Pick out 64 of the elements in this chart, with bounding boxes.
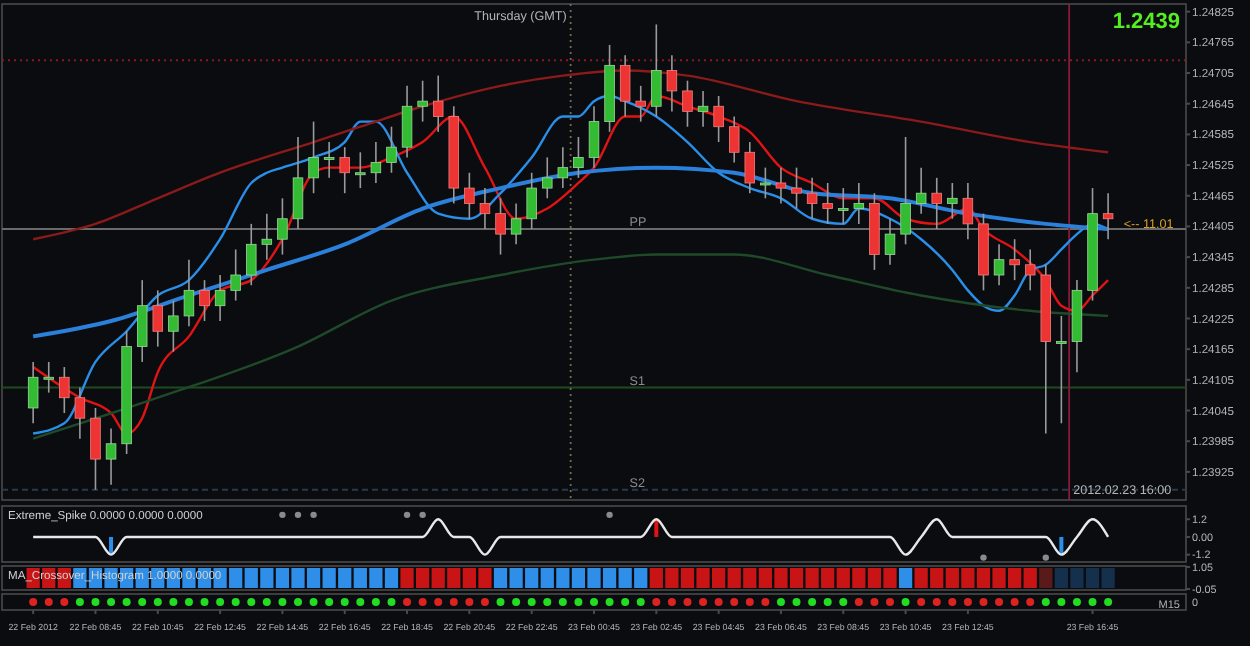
candlestick (401, 85, 413, 159)
candlestick (635, 85, 646, 123)
candlestick (1009, 238, 1020, 281)
candlestick (90, 407, 101, 491)
candlestick (1024, 248, 1036, 292)
candlestick (230, 248, 241, 302)
candlestick (417, 79, 428, 123)
candlestick (713, 95, 724, 143)
candlestick (183, 258, 195, 327)
candlestick (323, 141, 335, 179)
candlestick (915, 166, 927, 215)
candlestick (728, 115, 740, 164)
candlestick (479, 187, 491, 230)
candlestick (43, 361, 54, 394)
candlestick (760, 166, 771, 200)
candlestick (277, 197, 288, 256)
candlestick (822, 182, 833, 225)
candlestick (682, 79, 693, 128)
candlestick (931, 177, 942, 230)
candlestick (947, 182, 958, 220)
candlestick (791, 166, 802, 210)
candlestick (339, 146, 350, 194)
candlestick (838, 187, 849, 225)
candlestick (136, 279, 148, 363)
candlestick (619, 54, 631, 118)
candlestick (1056, 315, 1067, 425)
candlestick (806, 177, 818, 220)
candlestick (27, 361, 39, 425)
candlestick (355, 151, 366, 189)
candlestick (105, 427, 117, 486)
candlestick (261, 212, 273, 261)
candlestick (152, 289, 164, 348)
candlestick (526, 171, 537, 230)
candlestick (370, 141, 382, 184)
candlestick (993, 243, 1005, 287)
candlestick (495, 197, 506, 256)
line-series (31, 165, 1111, 339)
candlestick (74, 386, 86, 440)
candlestick (246, 223, 257, 287)
candlestick (308, 120, 319, 194)
candlestick (59, 366, 70, 414)
candlestick (900, 136, 911, 246)
candlestick (588, 105, 600, 169)
candlestick (542, 156, 553, 200)
annotation: 1.2439 (1112, 10, 1180, 34)
candlestick (464, 171, 475, 220)
candlestick (214, 274, 226, 322)
candlestick (199, 279, 210, 322)
candlestick (386, 125, 397, 174)
candlestick (744, 141, 756, 194)
candlestick (557, 146, 569, 189)
candlestick (853, 182, 865, 225)
candlestick (884, 217, 896, 266)
candlestick (432, 74, 444, 133)
candlestick (775, 166, 787, 205)
candlestick (1102, 192, 1114, 241)
candlestick (651, 23, 662, 118)
candlestick (962, 182, 974, 241)
candlestick (697, 90, 709, 128)
candlestick (666, 54, 678, 113)
candlestick (292, 136, 304, 230)
candlestick (510, 202, 522, 246)
candlestick (168, 299, 179, 353)
candlestick (573, 136, 584, 179)
